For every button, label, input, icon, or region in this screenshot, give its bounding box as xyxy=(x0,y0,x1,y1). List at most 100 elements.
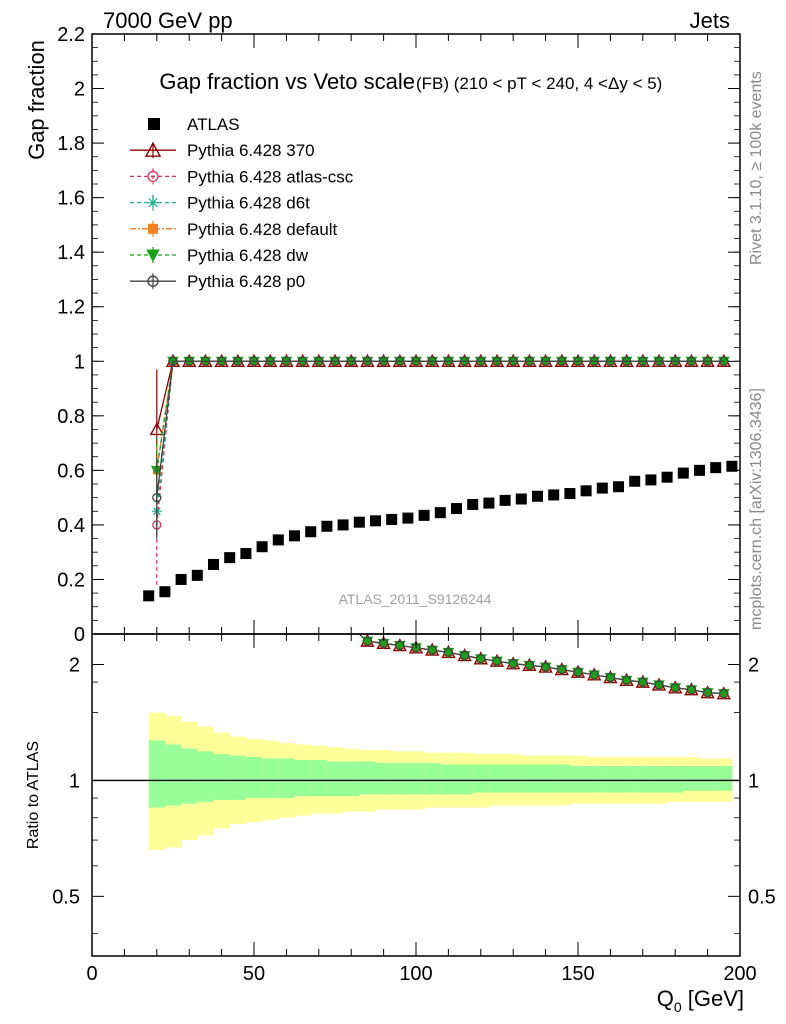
uncertainty-band-inner xyxy=(294,759,312,797)
ratio-point xyxy=(362,636,373,646)
legend-item: Pythia 6.428 370 xyxy=(130,141,315,160)
ratio-line xyxy=(358,634,724,695)
atlas-point xyxy=(337,519,349,531)
uncertainty-band-inner xyxy=(181,748,198,804)
atlas-point xyxy=(208,558,219,570)
data-point xyxy=(605,356,616,366)
x-tick-label: 0 xyxy=(86,963,97,985)
series-pythia-6-428-p0 xyxy=(152,356,729,539)
series-pythia-6-428-default xyxy=(152,357,728,498)
analysis-watermark: ATLAS_2011_S9126244 xyxy=(339,591,492,607)
uncertainty-band-inner xyxy=(586,766,603,793)
atlas-point xyxy=(499,494,511,506)
data-point xyxy=(249,356,259,366)
legend-item: Pythia 6.428 d6t xyxy=(130,194,310,213)
data-point xyxy=(346,356,356,366)
data-point xyxy=(589,356,599,366)
uncertainty-band-inner xyxy=(310,759,328,797)
ratio-point xyxy=(638,677,648,687)
uncertainty-band-inner xyxy=(667,766,684,793)
data-point xyxy=(459,356,470,366)
legend-marker xyxy=(148,223,158,234)
uncertainty-band-inner xyxy=(472,764,490,793)
y-tick-label: 0 xyxy=(74,624,85,646)
series-line xyxy=(156,360,724,471)
atlas-point xyxy=(386,513,398,525)
ratio-line xyxy=(358,634,724,695)
ratio-point xyxy=(589,670,599,680)
legend-item: Pythia 6.428 default xyxy=(130,220,338,239)
atlas-point xyxy=(677,467,689,479)
ratio-point xyxy=(508,659,518,669)
atlas-point xyxy=(726,460,738,472)
data-point xyxy=(216,356,227,366)
atlas-point xyxy=(159,586,171,598)
data-point xyxy=(524,356,535,366)
data-point xyxy=(362,356,373,366)
atlas-point xyxy=(191,569,203,581)
y-tick-label: 1 xyxy=(74,351,85,373)
data-point xyxy=(281,356,292,366)
atlas-point xyxy=(175,573,187,585)
data-point xyxy=(508,356,518,366)
y-tick-label: 0.6 xyxy=(57,460,85,482)
x-axis-label: Q0 [GeV] xyxy=(657,986,744,1015)
uncertainty-band-inner xyxy=(521,764,538,793)
atlas-point xyxy=(256,541,268,553)
uncertainty-band-inner xyxy=(424,762,441,795)
ratio-point xyxy=(395,640,405,651)
uncertainty-band-inner xyxy=(229,755,247,800)
ratio-point xyxy=(621,675,632,685)
header-right: Jets xyxy=(690,8,730,33)
series-atlas xyxy=(143,460,738,602)
legend-marker xyxy=(147,275,159,287)
data-point xyxy=(573,356,583,366)
y-tick-label: 1.8 xyxy=(57,133,85,155)
uncertainty-band-inner xyxy=(213,754,231,800)
uncertainty-band-inner xyxy=(343,761,360,797)
legend-label: Pythia 6.428 dw xyxy=(187,246,309,265)
y-tick-label: 1.4 xyxy=(57,242,85,264)
uncertainty-band-inner xyxy=(569,766,587,793)
ratio-y-tick-label-right: 2 xyxy=(748,654,759,676)
legend-label: ATLAS xyxy=(187,115,240,134)
x-tick-label: 200 xyxy=(723,963,756,985)
atlas-point xyxy=(613,481,624,493)
data-point xyxy=(149,421,164,436)
y-tick-label: 0.8 xyxy=(57,406,85,428)
uncertainty-band-inner xyxy=(699,766,717,791)
bottom-panel: 0.5 0.5 1 1 2 2 0 50 100 150 200 xyxy=(52,633,776,985)
bottom-y-axis-label: Ratio to ATLAS xyxy=(25,741,42,849)
atlas-point xyxy=(240,548,252,560)
legend-label: Pythia 6.428 d6t xyxy=(187,194,310,213)
legend-marker xyxy=(147,196,159,209)
ratio-point xyxy=(476,654,486,664)
chart-title: Gap fraction vs Veto scale xyxy=(159,69,415,94)
data-point xyxy=(200,356,211,366)
ratio-line xyxy=(358,634,724,695)
data-point xyxy=(395,356,405,366)
series-line xyxy=(156,360,724,430)
ratio-point xyxy=(459,650,470,661)
ratio-point xyxy=(719,689,729,699)
uncertainty-band-inner xyxy=(553,764,571,793)
data-point xyxy=(540,356,551,366)
atlas-point xyxy=(451,503,462,515)
ratio-series xyxy=(358,634,724,695)
uncertainty-band-inner xyxy=(278,758,295,799)
atlas-point xyxy=(402,512,414,524)
atlas-point xyxy=(596,482,608,494)
uncertainty-band-inner xyxy=(391,762,409,795)
atlas-point xyxy=(467,498,479,510)
data-point xyxy=(427,356,437,366)
atlas-point xyxy=(694,464,705,476)
uncertainty-band-inner xyxy=(245,757,263,799)
data-point xyxy=(492,356,502,366)
y-tick-label: 0.2 xyxy=(57,569,85,591)
data-point xyxy=(476,356,486,366)
ratio-point xyxy=(427,645,437,655)
ratio-y-tick-label: 1 xyxy=(69,770,80,792)
data-point xyxy=(297,356,308,366)
uncertainty-band-inner xyxy=(488,764,506,793)
